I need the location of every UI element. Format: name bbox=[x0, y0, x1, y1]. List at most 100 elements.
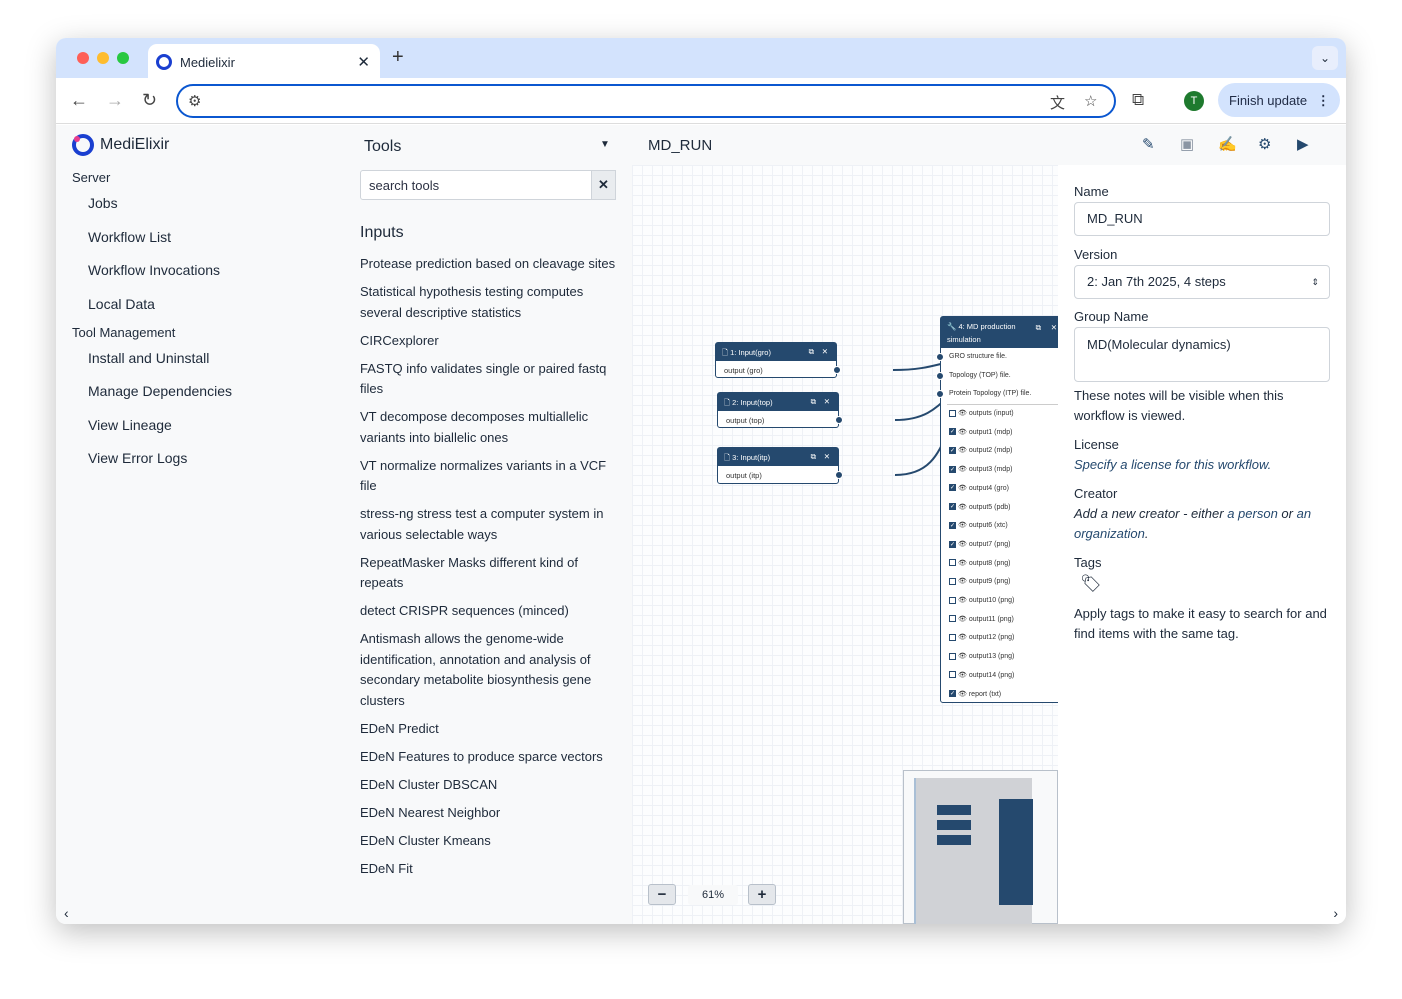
minimap[interactable] bbox=[903, 770, 1058, 924]
close-tab-icon[interactable]: ✕ bbox=[357, 54, 370, 71]
output-checkbox[interactable] bbox=[949, 559, 956, 567]
eye-icon[interactable]: 👁 bbox=[958, 484, 969, 492]
eye-icon[interactable]: 👁 bbox=[958, 466, 969, 474]
output-checkbox[interactable]: ✓ bbox=[949, 447, 956, 455]
workflow-canvas[interactable]: 🗋 1: Input(gro) ⧉ ✕ output (gro) 🗋 2: Input… bbox=[632, 165, 1058, 924]
eye-icon[interactable]: 👁 bbox=[958, 690, 969, 698]
zoom-out-button[interactable]: − bbox=[648, 884, 676, 905]
eye-icon[interactable]: 👁 bbox=[958, 615, 969, 623]
run-play-icon[interactable]: ▶ bbox=[1297, 136, 1309, 153]
nav-item-lineage[interactable]: View Lineage bbox=[88, 417, 172, 433]
tool-item[interactable]: detect CRISPR sequences (minced) bbox=[360, 603, 569, 618]
close-icon[interactable]: ✕ bbox=[1050, 323, 1057, 332]
tool-item[interactable]: Protease prediction based on cleavage si… bbox=[360, 256, 616, 271]
copy-icon[interactable]: ⧉ bbox=[1035, 323, 1041, 332]
back-button[interactable]: ← bbox=[70, 90, 88, 110]
eye-icon[interactable]: 👁 bbox=[958, 597, 969, 604]
tool-item[interactable]: Antismash allows the genome-wide identif… bbox=[360, 631, 592, 708]
output-checkbox[interactable]: ✓ bbox=[949, 484, 956, 492]
horizontal-scrollbar[interactable]: ‹ › bbox=[56, 905, 1346, 924]
edit-attributes-icon[interactable]: ✍ bbox=[1218, 136, 1237, 153]
output-terminal[interactable] bbox=[833, 366, 841, 374]
tool-item[interactable]: EDeN Nearest Neighbor bbox=[360, 804, 501, 820]
output-checkbox[interactable] bbox=[949, 615, 956, 623]
input-terminal[interactable] bbox=[936, 390, 944, 398]
tool-item[interactable]: Statistical hypothesis testing computes … bbox=[360, 284, 584, 320]
output-checkbox[interactable]: ✓ bbox=[949, 540, 956, 548]
output-checkbox[interactable] bbox=[949, 671, 956, 679]
version-select[interactable]: 2: Jan 7th 2025, 4 steps ⇕ bbox=[1074, 265, 1330, 299]
eye-icon[interactable]: 👁 bbox=[958, 653, 969, 661]
nav-item-jobs[interactable]: Jobs bbox=[88, 195, 118, 211]
nav-item-local-data[interactable]: Local Data bbox=[88, 296, 155, 312]
output-checkbox[interactable] bbox=[949, 409, 956, 417]
eye-icon[interactable]: 👁 bbox=[958, 503, 969, 511]
license-link[interactable]: Specify a license for this workflow. bbox=[1074, 457, 1272, 472]
extensions-icon[interactable]: ⧉ bbox=[1132, 90, 1145, 109]
eye-icon[interactable]: 👁 bbox=[958, 671, 969, 679]
clear-search-button[interactable]: ✕ bbox=[591, 170, 616, 200]
tags-icon[interactable]: 🏷 bbox=[1080, 574, 1102, 593]
gear-icon[interactable]: ⚙ bbox=[1258, 136, 1272, 153]
eye-icon[interactable]: 👁 bbox=[958, 410, 969, 417]
tool-item[interactable]: VT normalize normalizes variants in a VC… bbox=[360, 457, 607, 494]
reload-button[interactable]: ↻ bbox=[142, 90, 158, 110]
brand[interactable]: MediElixir bbox=[72, 134, 169, 156]
copy-icon[interactable]: ⧉ bbox=[810, 397, 816, 406]
tool-item[interactable]: RepeatMasker Masks different kind of rep… bbox=[360, 554, 578, 591]
tool-item[interactable]: VT decompose decomposes multiallelic var… bbox=[360, 409, 589, 445]
tool-item[interactable]: stress-ng stress test a computer system … bbox=[360, 506, 604, 542]
scroll-left-icon[interactable]: ‹ bbox=[64, 905, 69, 921]
tool-item[interactable]: EDeN Cluster DBSCAN bbox=[360, 776, 498, 792]
group-name-textarea[interactable]: MD(Molecular dynamics) bbox=[1074, 327, 1330, 382]
bookmark-star-icon[interactable]: ☆ bbox=[1084, 93, 1098, 110]
eye-icon[interactable]: 👁 bbox=[958, 428, 969, 436]
input-terminal[interactable] bbox=[936, 371, 944, 380]
output-checkbox[interactable]: ✓ bbox=[949, 503, 956, 511]
output-checkbox[interactable] bbox=[949, 596, 956, 604]
output-terminal[interactable] bbox=[835, 471, 843, 479]
input-node-itp[interactable]: 🗋 3: Input(itp) ⧉ ✕ output (itp) bbox=[717, 447, 843, 484]
nav-item-workflow-list[interactable]: Workflow List bbox=[88, 229, 171, 245]
copy-icon[interactable]: ⧉ bbox=[808, 347, 814, 356]
tool-item[interactable]: EDeN Cluster Kmeans bbox=[360, 832, 491, 848]
finish-update-button[interactable]: Finish update ⋮ bbox=[1218, 83, 1340, 117]
minimize-window-button[interactable] bbox=[97, 52, 109, 64]
output-checkbox[interactable]: ✓ bbox=[949, 428, 956, 436]
search-tools-input[interactable]: search tools bbox=[360, 170, 592, 200]
close-icon[interactable]: ✕ bbox=[823, 452, 830, 461]
close-window-button[interactable] bbox=[77, 52, 89, 64]
eye-icon[interactable]: 👁 bbox=[958, 540, 969, 548]
output-checkbox[interactable]: ✓ bbox=[949, 521, 956, 529]
eye-icon[interactable]: 👁 bbox=[958, 447, 969, 455]
eye-icon[interactable]: 👁 bbox=[958, 559, 969, 567]
eye-icon[interactable]: 👁 bbox=[958, 578, 969, 586]
tool-item[interactable]: CIRCexplorer bbox=[360, 332, 439, 348]
browser-tab[interactable]: Medielixir ✕ bbox=[148, 44, 380, 78]
site-settings-icon[interactable]: ⚙ bbox=[188, 93, 202, 110]
tab-search-button[interactable]: ⌄ bbox=[1312, 46, 1338, 70]
save-icon[interactable]: ▣ bbox=[1180, 136, 1195, 153]
output-checkbox[interactable] bbox=[949, 577, 956, 585]
profile-avatar[interactable]: T bbox=[1184, 91, 1204, 111]
scroll-right-icon[interactable]: › bbox=[1333, 905, 1338, 921]
tool-item[interactable]: EDeN Fit bbox=[360, 860, 413, 876]
forward-button[interactable]: → bbox=[106, 90, 124, 110]
eye-icon[interactable]: 👁 bbox=[958, 634, 969, 642]
translate-icon[interactable]: 文 bbox=[1050, 95, 1066, 112]
new-tab-button[interactable]: + bbox=[392, 46, 404, 68]
input-terminal[interactable] bbox=[936, 353, 944, 361]
nav-item-error-logs[interactable]: View Error Logs bbox=[88, 450, 188, 466]
nav-item-install[interactable]: Install and Uninstall bbox=[88, 350, 210, 366]
close-icon[interactable]: ✕ bbox=[821, 347, 828, 356]
name-input[interactable]: MD_RUN bbox=[1074, 202, 1330, 236]
add-person-link[interactable]: a person bbox=[1227, 506, 1278, 521]
output-checkbox[interactable]: ✓ bbox=[949, 690, 956, 698]
maximize-window-button[interactable] bbox=[117, 52, 129, 64]
tool-node-md-production[interactable]: 🔧 4: MD production simulation ⧉ ✕ GRO stru… bbox=[936, 316, 1058, 703]
copy-icon[interactable]: ⧉ bbox=[810, 452, 816, 461]
input-node-gro[interactable]: 🗋 1: Input(gro) ⧉ ✕ output (gro) bbox=[715, 342, 841, 378]
pencil-icon[interactable]: ✎ bbox=[1142, 136, 1155, 153]
add-organization-link[interactable]: an organization bbox=[1074, 506, 1312, 541]
tool-item[interactable]: FASTQ info validates single or paired fa… bbox=[360, 360, 607, 397]
